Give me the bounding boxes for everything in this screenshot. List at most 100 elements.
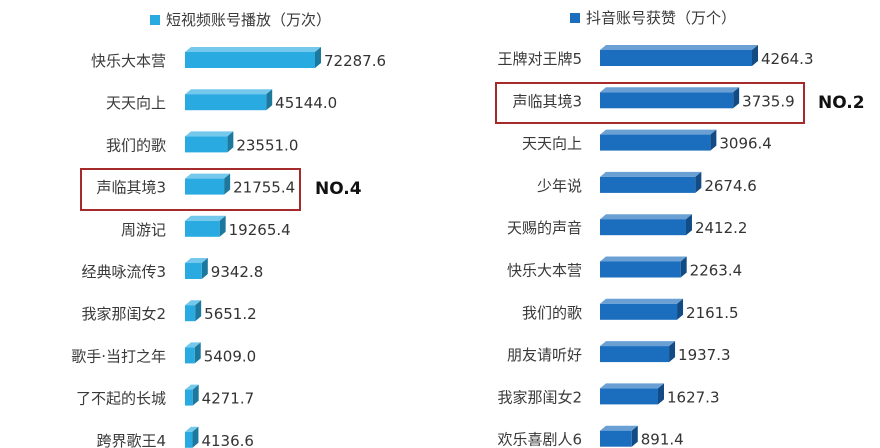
bar-side-face: [658, 383, 665, 405]
value-label: 2161.5: [686, 304, 739, 322]
bar: [185, 263, 202, 279]
bar-top-face: [185, 384, 199, 390]
bar-top-face: [600, 298, 684, 304]
bar-side-face: [266, 89, 273, 111]
legend-swatch: [570, 13, 580, 23]
category-label: 天天向上: [522, 135, 582, 153]
value-label: 3096.4: [719, 135, 772, 153]
value-label: 1627.3: [667, 388, 720, 406]
bar-top-face: [185, 47, 321, 52]
bar: [600, 388, 659, 405]
bar: [600, 92, 734, 109]
category-label: 少年说: [537, 177, 582, 195]
bar: [185, 220, 220, 237]
rank-annotation: NO.4: [315, 179, 362, 199]
category-label: 王牌对王牌5: [497, 50, 582, 68]
bar-side-face: [680, 256, 687, 278]
value-label: 72287.6: [324, 52, 386, 70]
bar: [185, 431, 193, 448]
bar-top-face: [600, 45, 758, 50]
bar: [185, 178, 225, 195]
bar-top-face: [185, 300, 202, 306]
category-label: 了不起的长城: [76, 390, 166, 408]
value-label: 5409.0: [204, 347, 257, 365]
bar-side-face: [194, 342, 201, 364]
value-label: 2674.6: [704, 177, 757, 195]
value-label: 9342.8: [211, 263, 263, 281]
bar-top-face: [185, 342, 201, 348]
category-label: 声临其境3: [512, 92, 582, 110]
bar: [600, 50, 752, 66]
category-label: 天赐的声音: [507, 219, 582, 237]
bar-top-face: [600, 256, 687, 262]
bar: [185, 94, 267, 111]
chart-1: 短视频账号播放（万次） 快乐大本营 72287.6 天天向上 45144.0 我们的歌 23…: [71, 11, 386, 448]
category-label: 天天向上: [106, 94, 166, 112]
bar: [600, 346, 670, 363]
value-label: 23551.0: [236, 136, 298, 154]
bar-top-face: [185, 215, 226, 221]
bar: [185, 305, 196, 322]
category-label: 快乐大本营: [91, 52, 166, 70]
bar: [185, 52, 315, 68]
value-label: 4136.6: [201, 432, 254, 448]
category-label: 歌手·当打之年: [71, 347, 166, 365]
bar-top-face: [600, 87, 740, 93]
legend-label: 抖音账号获赞（万个）: [586, 9, 736, 27]
bar-top-face: [600, 425, 638, 431]
bar-top-face: [600, 171, 702, 177]
bar-top-face: [600, 214, 692, 220]
bar: [185, 347, 195, 364]
bar-side-face: [752, 45, 758, 66]
legend-swatch: [150, 15, 160, 25]
rank-annotation: NO.2: [818, 93, 865, 113]
bar: [600, 303, 678, 320]
highlight-box: [495, 82, 805, 124]
bar-side-face: [192, 384, 199, 406]
value-label: 4264.3: [761, 50, 814, 68]
legend-label: 短视频账号播放（万次）: [166, 11, 331, 29]
bar-side-face: [669, 341, 676, 363]
value-label: 45144.0: [275, 94, 337, 112]
category-label: 跨界歌王4: [96, 432, 166, 448]
bar-side-face: [219, 215, 226, 237]
category-label: 快乐大本营: [507, 262, 582, 280]
bar-top-face: [185, 131, 234, 137]
value-label: 891.4: [641, 431, 684, 448]
bar: [600, 134, 711, 151]
bar-side-face: [195, 300, 202, 322]
bar: [600, 219, 686, 236]
bar: [185, 136, 228, 153]
bar-top-face: [185, 426, 199, 432]
value-label: 2263.4: [690, 262, 743, 280]
bar-side-face: [227, 131, 234, 153]
category-label: 经典咏流传3: [81, 263, 166, 281]
bar-side-face: [695, 171, 702, 193]
category-label: 声临其境3: [96, 179, 166, 197]
bar-side-face: [201, 258, 208, 279]
bar-side-face: [631, 425, 638, 447]
bar-side-face: [710, 129, 717, 151]
bar-side-face: [224, 173, 231, 195]
bar-side-face: [685, 214, 692, 236]
category-label: 周游记: [121, 221, 166, 239]
bar: [600, 430, 632, 447]
chart-2: 抖音账号获赞（万个） 王牌对王牌5 4264.3 声临其境3 3735.9 天天向上 309…: [495, 9, 865, 448]
bar-side-face: [733, 87, 740, 109]
value-label: 1937.3: [678, 346, 731, 364]
value-label: 19265.4: [229, 221, 291, 239]
bar-top-face: [185, 89, 273, 95]
value-label: 5651.2: [204, 305, 257, 323]
value-label: 4271.7: [202, 390, 255, 408]
bar-top-face: [185, 258, 208, 263]
value-label: 21755.4: [233, 179, 295, 197]
category-label: 我们的歌: [522, 304, 582, 322]
bar-side-face: [192, 426, 199, 448]
value-label: 3735.9: [742, 92, 795, 110]
bar: [185, 389, 193, 406]
bar-top-face: [600, 129, 717, 135]
bar: [600, 261, 681, 278]
highlight-box: [80, 168, 301, 211]
bar-top-face: [600, 341, 676, 347]
bar-side-face: [315, 47, 321, 68]
